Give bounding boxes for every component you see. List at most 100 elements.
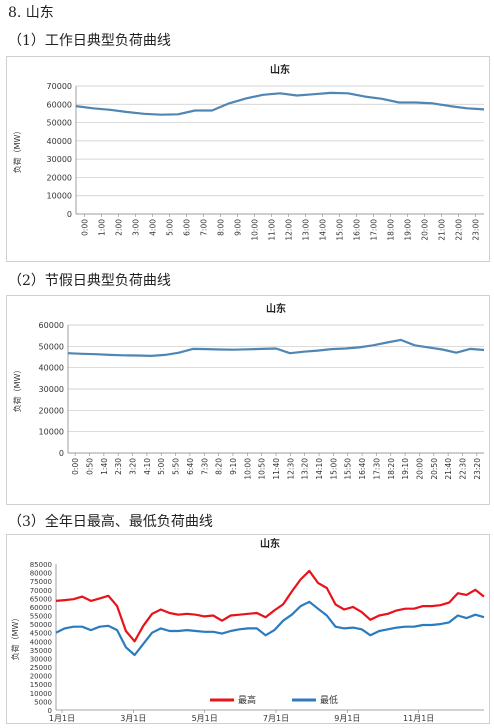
x-tick-label: 20:00 (415, 458, 424, 480)
x-tick-label: 23:20 (473, 458, 482, 480)
y-tick-label: 55000 (30, 613, 52, 621)
x-tick-label: 15:00 (329, 458, 338, 480)
y-tick-label: 35000 (30, 647, 52, 655)
y-tick-label: 85000 (30, 561, 52, 569)
x-tick-label: 5:50 (172, 458, 181, 475)
x-tick-label: 19:00 (404, 219, 413, 241)
chart-annual-frame: 山东 0 5000 10000 15000 20000 25000 30000 35000 400… (6, 534, 490, 724)
y-tick-label: 10000 (47, 192, 72, 201)
y-axis-label: 负荷（MW） (10, 614, 20, 661)
y-tick-label: 10000 (30, 690, 52, 698)
x-tick-label: 11:40 (272, 458, 281, 480)
chart-workday-frame: 山东 0 10000 20000 30000 40000 50000 60000 70000 负荷… (6, 56, 490, 262)
x-tick-label: 4:00 (149, 219, 158, 236)
x-tick-label: 1:40 (100, 458, 109, 475)
chart-frame (6, 295, 490, 505)
x-tick-label: 5:00 (157, 458, 166, 475)
y-tick-label: 40000 (39, 364, 64, 373)
x-tick-label: 5月1日 (192, 714, 218, 723)
x-tick-label: 22:00 (455, 219, 464, 241)
y-tick-label: 45000 (30, 630, 52, 638)
x-tick-label: 12:30 (286, 458, 295, 480)
y-tick-label: 80000 (30, 570, 52, 578)
y-tick-label: 5000 (34, 698, 52, 706)
x-tick-label: 6:40 (186, 458, 195, 475)
x-tick-label: 22:30 (458, 458, 467, 480)
y-tick-label: 65000 (30, 595, 52, 603)
y-tick-label: 70000 (47, 82, 72, 91)
x-tick-label: 17:30 (372, 458, 381, 480)
y-tick-label: 30000 (30, 655, 52, 663)
x-tick-label: 10:00 (251, 219, 260, 241)
y-tick-label: 10000 (39, 428, 64, 437)
chart-title: 山东 (270, 63, 290, 76)
x-tick-label: 6:00 (183, 219, 192, 236)
legend-label: 最高 (238, 694, 256, 706)
x-tick-label: 1:00 (98, 219, 107, 236)
x-tick-label: 2:00 (115, 219, 124, 236)
y-tick-label: 60000 (30, 604, 52, 612)
x-tick-label: 14:10 (315, 458, 324, 480)
y-tick-label: 30000 (47, 155, 72, 164)
x-tick-label: 3:20 (129, 458, 138, 475)
y-tick-label: 20000 (39, 406, 64, 415)
y-tick-label: 70000 (30, 587, 52, 595)
x-tick-label: 4:10 (143, 458, 152, 475)
x-tick-label: 5:00 (166, 219, 175, 236)
x-tick-label: 17:00 (370, 219, 379, 241)
x-tick-label: 7月1日 (263, 714, 289, 723)
x-tick-label: 9:00 (234, 219, 243, 236)
chart-annual: 山东 05000100001500020000250003000035000400… (6, 534, 490, 724)
y-tick-label: 50000 (39, 342, 64, 351)
y-axis-label: 负荷（MW） (12, 366, 22, 413)
x-tick-label: 7:00 (200, 219, 209, 236)
x-tick-label: 8:00 (217, 219, 226, 236)
x-tick-label: 0:50 (86, 458, 95, 475)
y-tick-label: 15000 (30, 681, 52, 689)
x-tick-label: 0:00 (71, 458, 80, 475)
x-tick-label: 3月1日 (120, 714, 146, 723)
x-tick-label: 18:00 (387, 219, 396, 241)
x-tick-label: 11:00 (268, 219, 277, 241)
x-tick-label: 0:00 (81, 219, 90, 236)
subsection-title-2: （2）节假日典型负荷曲线 (8, 273, 171, 289)
x-tick-label: 7:30 (200, 458, 209, 475)
x-tick-label: 16:40 (358, 458, 367, 480)
x-tick-label: 13:20 (301, 458, 310, 480)
y-tick-label: 40000 (30, 638, 52, 646)
y-tick-label: 60000 (47, 100, 72, 109)
chart-workday: 山东 0 10000 20000 30000 40000 50000 60000 70000 负荷… (6, 56, 490, 262)
series-line-2 (55, 600, 485, 657)
legend-label: 最低 (320, 694, 338, 706)
x-tick-label: 2:30 (114, 458, 123, 475)
series-line-1 (55, 569, 485, 643)
series-line-1 (75, 91, 485, 116)
y-axis-label: 负荷（MW） (12, 127, 22, 174)
x-tick-label: 3:00 (132, 219, 141, 236)
section-title: 8. 山东 (8, 5, 54, 21)
x-tick-label: 23:00 (472, 219, 481, 241)
y-tick-label: 30000 (39, 385, 64, 394)
x-tick-label: 10:50 (258, 458, 267, 480)
x-tick-label: 14:00 (319, 219, 328, 241)
x-tick-label: 19:10 (401, 458, 410, 480)
x-tick-label: 21:00 (438, 219, 447, 241)
subsection-title-3: （3）全年日最高、最低负荷曲线 (8, 514, 213, 530)
y-tick-label: 25000 (30, 664, 52, 672)
y-tick-label: 20000 (30, 673, 52, 681)
y-tick-label: 0 (48, 707, 52, 715)
x-tick-label: 16:00 (353, 219, 362, 241)
x-tick-label: 21:40 (444, 458, 453, 480)
x-tick-label: 11月1日 (403, 714, 434, 723)
y-tick-label: 60000 (39, 321, 64, 330)
x-tick-label: 8:20 (215, 458, 224, 475)
x-tick-label: 9月1日 (334, 714, 360, 723)
x-tick-label: 18:20 (387, 458, 396, 480)
x-tick-label: 9:10 (229, 458, 238, 475)
x-tick-label: 1月1日 (49, 714, 75, 723)
x-tick-label: 13:00 (302, 219, 311, 241)
chart-holiday-frame: 山东 0 10000 20000 30000 40000 50000 60000 负荷（MW） 0… (6, 295, 490, 505)
x-tick-label: 20:00 (421, 219, 430, 241)
y-tick-label: 40000 (47, 137, 72, 146)
series-line-1 (67, 338, 485, 358)
